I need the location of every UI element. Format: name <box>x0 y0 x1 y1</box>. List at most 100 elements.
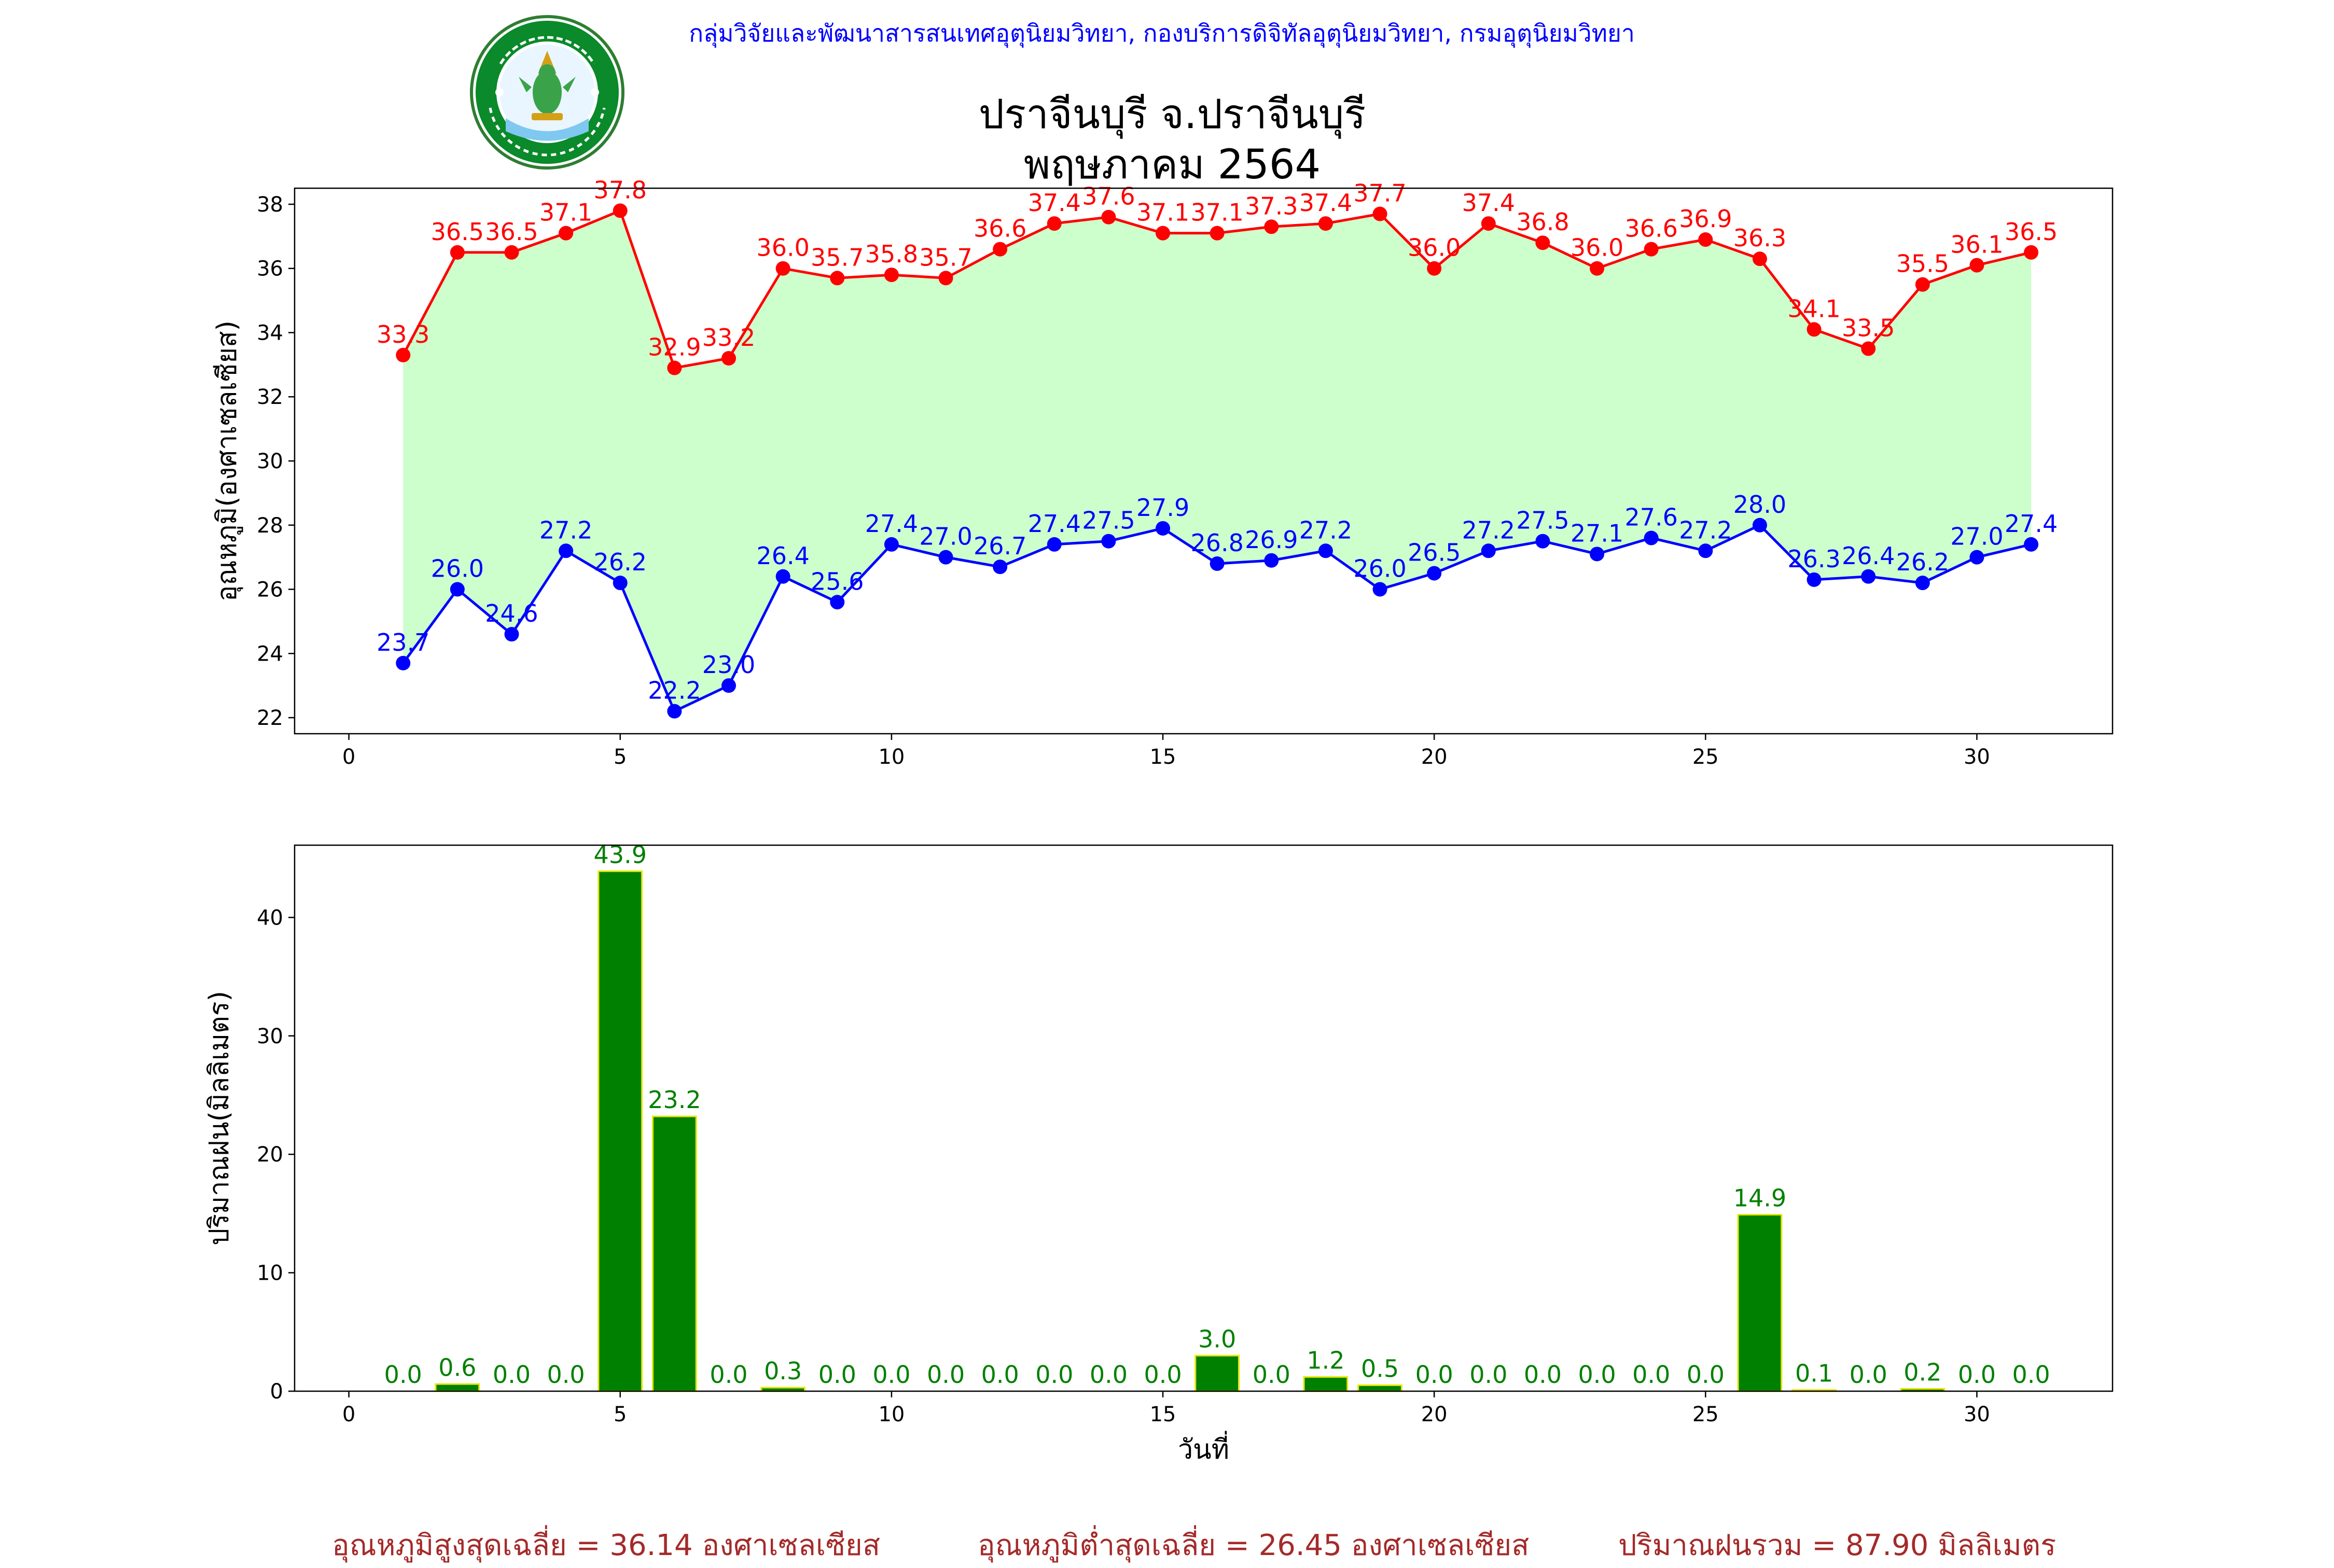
min-temperature-label: 26.7 <box>974 532 1026 560</box>
rainfall-value-label: 0.0 <box>1687 1361 1725 1389</box>
min-temperature-point <box>938 550 953 565</box>
max-temperature-label: 37.3 <box>1245 192 1298 220</box>
y-tick-label: 30 <box>257 1025 283 1048</box>
y-tick-label: 26 <box>257 578 283 602</box>
max-temperature-label: 36.3 <box>1733 224 1786 252</box>
min-temperature-label: 27.5 <box>1516 507 1569 535</box>
max-temperature-label: 36.5 <box>485 218 538 246</box>
x-tick-label: 10 <box>878 745 905 769</box>
min-temperature-label: 27.0 <box>1950 523 2003 551</box>
min-temperature-label: 26.3 <box>1787 545 1840 573</box>
rainfall-bar <box>652 1115 697 1392</box>
max-temperature-point <box>1481 216 1496 231</box>
y-tick-label: 34 <box>257 321 283 345</box>
max-temperature-label: 36.0 <box>1408 234 1461 262</box>
y-tick-label: 10 <box>257 1262 283 1285</box>
min-temperature-point <box>721 678 737 693</box>
x-axis-label: วันที่ <box>1178 1431 1229 1465</box>
min-temperature-label: 26.0 <box>431 555 484 583</box>
max-temperature-label: 37.8 <box>594 176 647 204</box>
max-temperature-point <box>450 245 465 260</box>
min-temperature-label: 23.7 <box>377 628 429 656</box>
y-axis-label: อุณหภูมิ(องศาเซลเซียส) <box>212 320 243 601</box>
min-temperature-label: 27.2 <box>539 516 592 544</box>
rainfall-value-label: 0.3 <box>764 1357 802 1385</box>
max-temperature-label: 36.9 <box>1679 205 1732 233</box>
min-temperature-label: 27.2 <box>1299 516 1352 544</box>
y-tick-label: 20 <box>257 1143 283 1167</box>
max-temperature-label: 35.5 <box>1896 250 1949 278</box>
min-temperature-label: 26.4 <box>756 542 809 570</box>
max-temperature-label: 37.1 <box>1190 199 1243 227</box>
min-temperature-point <box>1264 553 1279 568</box>
min-temperature-label: 26.5 <box>1408 539 1461 567</box>
min-temperature-label: 25.6 <box>811 567 864 595</box>
rainfall-value-label: 3.0 <box>1198 1325 1236 1353</box>
min-temperature-point <box>1318 543 1333 558</box>
rainfall-value-label: 0.0 <box>1958 1361 1996 1389</box>
max-temperature-point <box>1156 226 1171 241</box>
rainfall-value-label: 0.0 <box>1850 1361 1887 1389</box>
chart-title-month: พฤษภาคม 2564 <box>1023 142 1321 188</box>
min-temperature-label: 27.0 <box>919 523 972 551</box>
min-temperature-point <box>830 595 845 610</box>
max-temperature-point <box>1915 277 1930 292</box>
max-temperature-label: 33.5 <box>1842 314 1895 342</box>
temperature-range-fill <box>403 211 2032 711</box>
min-temperature-label: 27.5 <box>1082 507 1135 535</box>
min-temperature-label: 27.1 <box>1571 519 1623 547</box>
min-temperature-label: 28.0 <box>1733 491 1786 519</box>
min-temperature-point <box>1156 521 1171 536</box>
max-temperature-label: 35.7 <box>811 243 864 271</box>
rainfall-value-label: 0.0 <box>2012 1361 2050 1389</box>
min-temperature-label: 24.6 <box>485 599 538 627</box>
min-temperature-point <box>504 627 519 642</box>
max-temperature-point <box>667 360 682 375</box>
rainfall-value-label: 14.9 <box>1733 1184 1786 1212</box>
min-temperature-label: 27.2 <box>1462 516 1515 544</box>
y-tick-label: 24 <box>257 642 283 666</box>
rainfall-value-label: 0.0 <box>1144 1361 1182 1389</box>
organization-header: กลุ่มวิจัยและพัฒนาสารสนเทศอุตุนิยมวิทยา,… <box>689 19 1635 47</box>
rainfall-chart: 0 5 10 15 20 25 30 0 10 20 30 40 ปริมาณฝน(มิลลิเมตร)… <box>204 841 2114 1465</box>
min-temperature-label: 22.2 <box>648 677 701 705</box>
rainfall-value-label: 0.2 <box>1904 1358 1941 1386</box>
min-temperature-point <box>1481 543 1496 558</box>
max-temperature-label: 36.1 <box>1950 231 2003 259</box>
rainfall-bar <box>1194 1354 1240 1392</box>
max-temperature-point <box>938 271 953 286</box>
min-temperature-point <box>1372 582 1387 597</box>
max-temperature-label: 37.4 <box>1299 189 1352 217</box>
rainfall-value-label: 0.0 <box>493 1361 531 1389</box>
max-temperature-label: 33.2 <box>702 324 755 352</box>
max-temperature-point <box>613 203 628 218</box>
min-temperature-point <box>775 569 790 584</box>
max-temperature-label: 33.3 <box>377 320 429 348</box>
max-temperature-point <box>830 271 845 286</box>
max-temperature-point <box>1752 251 1767 267</box>
min-temperature-label: 27.4 <box>1028 510 1081 538</box>
rainfall-bar <box>435 1383 480 1392</box>
rainfall-bar <box>1357 1384 1402 1392</box>
min-temperature-label: 27.6 <box>1624 503 1677 531</box>
rainfall-value-label: 0.0 <box>1469 1361 1507 1389</box>
max-temperature-point <box>559 226 574 241</box>
max-temperature-label: 32.9 <box>648 333 701 361</box>
max-temperature-point <box>884 268 899 283</box>
max-temperature-label: 35.8 <box>865 240 918 268</box>
max-temperature-point <box>396 347 411 362</box>
max-temperature-label: 36.8 <box>1516 208 1569 236</box>
min-temperature-label: 26.4 <box>1842 542 1895 570</box>
min-temperature-label: 26.8 <box>1190 529 1243 557</box>
max-temperature-point <box>1861 341 1876 356</box>
x-tick-label: 20 <box>1421 1403 1448 1426</box>
rainfall-value-label: 1.2 <box>1307 1347 1344 1375</box>
max-temperature-point <box>1698 232 1713 247</box>
min-temperature-label: 26.0 <box>1353 555 1406 583</box>
rainfall-bar <box>1737 1214 1783 1392</box>
max-temperature-point <box>1644 242 1659 257</box>
y-tick-label: 32 <box>257 385 283 409</box>
min-temperature-point <box>1644 530 1659 545</box>
min-temperature-point <box>1101 534 1116 549</box>
min-temperature-point <box>559 543 574 558</box>
